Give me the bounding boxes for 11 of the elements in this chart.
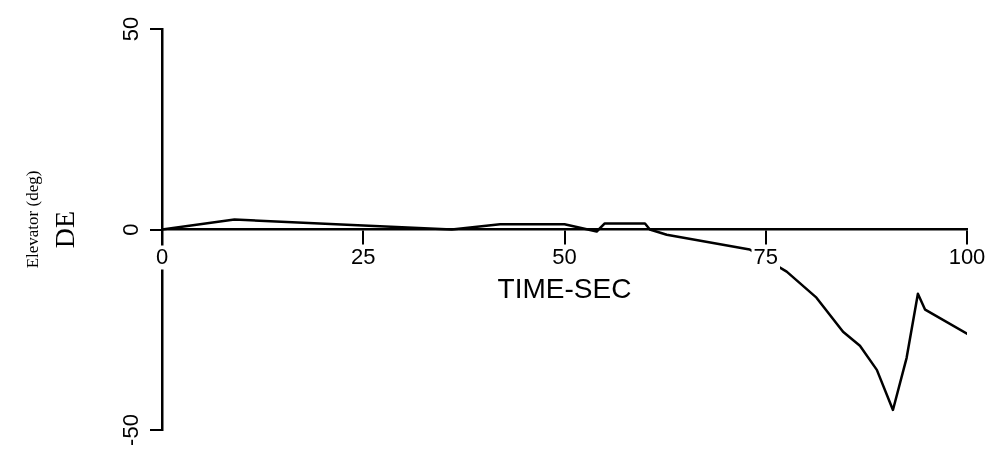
y-tick-label: -50 <box>118 414 144 446</box>
x-tick-label: 50 <box>552 243 577 269</box>
text: Elevator (deg) <box>23 170 43 269</box>
y-axis-title: DE <box>49 210 81 249</box>
y-tick-label: 0 <box>118 223 144 236</box>
x-axis-title: TIME-SEC <box>497 273 632 305</box>
x-tick-label: 75 <box>753 243 778 269</box>
x-tick-label: 25 <box>351 243 376 269</box>
y-tick-label: 50 <box>118 16 144 42</box>
x-tick-label: 0 <box>155 243 169 269</box>
x-tick-label: 100 <box>948 243 986 269</box>
